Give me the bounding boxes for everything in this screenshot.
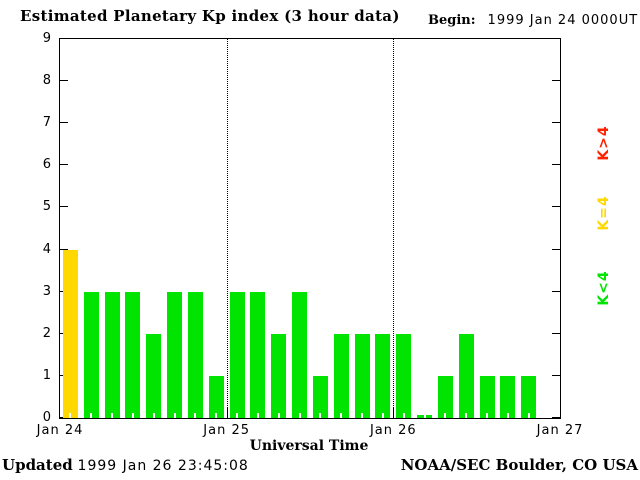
credit-text: NOAA/SEC Boulder, CO USA (400, 456, 638, 474)
updated-label: Updated (2, 456, 73, 474)
x-axis-minor-tick (152, 413, 155, 418)
y-tick-label: 0 (42, 410, 52, 425)
x-axis-minor-tick (215, 413, 218, 418)
kp-bar (62, 249, 78, 418)
kp-bar (396, 333, 412, 418)
updated-value: 1999 Jan 26 23:45:08 (77, 458, 249, 474)
x-axis-major-tick (393, 408, 395, 418)
day-boundary-gridline (226, 39, 228, 418)
kp-bar (312, 375, 328, 418)
kp-bar (83, 291, 99, 418)
y-tick-label: 5 (42, 199, 52, 215)
begin-value: 1999 Jan 24 0000UT (487, 13, 639, 28)
y-axis-tick (552, 164, 560, 166)
x-axis-minor-tick (194, 413, 197, 418)
legend-k-equal-4: K=4 (596, 195, 612, 231)
kp-bar (271, 333, 287, 418)
kp-bar (500, 375, 516, 418)
x-axis-minor-tick (173, 413, 176, 418)
x-axis-minor-tick (465, 413, 468, 418)
y-tick-label: 8 (42, 73, 52, 89)
x-axis-minor-tick (527, 413, 530, 418)
kp-bar (437, 375, 453, 418)
kp-bar (104, 291, 120, 418)
y-tick-label: 1 (42, 367, 52, 383)
x-axis-minor-tick (361, 413, 364, 418)
chart-title: Estimated Planetary Kp index (3 hour dat… (20, 7, 400, 25)
y-axis-tick (552, 206, 560, 208)
x-axis-minor-tick (340, 413, 343, 418)
kp-bar (333, 333, 349, 418)
y-axis-tick (60, 80, 68, 82)
x-axis-minor-tick (506, 413, 509, 418)
y-tick-label: 2 (42, 325, 52, 341)
x-axis-minor-tick (256, 413, 259, 418)
x-day-label: Jan 24 (36, 423, 84, 438)
kp-bar (229, 291, 245, 418)
x-axis-major-tick (226, 408, 228, 418)
begin-timestamp: Begin: 1999 Jan 24 0000UT (428, 13, 638, 28)
x-axis-minor-tick (277, 413, 280, 418)
kp-bar (354, 333, 370, 418)
x-axis-minor-tick (90, 413, 93, 418)
y-axis-tick (60, 122, 68, 124)
y-tick-label: 4 (42, 241, 52, 257)
legend-k-below-4: K<4 (596, 270, 612, 306)
x-axis-minor-tick (444, 413, 447, 418)
x-axis-minor-tick (319, 413, 322, 418)
y-axis-tick (60, 164, 68, 166)
kp-bar (146, 333, 162, 418)
updated-timestamp: Updated 1999 Jan 26 23:45:08 (2, 456, 249, 474)
y-axis-tick (552, 122, 560, 124)
y-axis-tick (60, 248, 68, 250)
y-axis-tick (60, 206, 68, 208)
y-tick-label: 7 (42, 115, 52, 131)
y-axis-tick (552, 332, 560, 334)
x-day-label: Jan 27 (536, 423, 584, 438)
x-axis-minor-tick (236, 413, 239, 418)
kp-bar (521, 375, 537, 418)
x-axis-minor-tick (423, 413, 426, 418)
kp-bar (479, 375, 495, 418)
kp-bar (375, 333, 391, 418)
day-boundary-gridline (393, 39, 395, 418)
y-axis-tick (60, 38, 68, 39)
kp-bar (458, 333, 474, 418)
x-axis-minor-tick (486, 413, 489, 418)
x-axis-minor-tick (131, 413, 134, 418)
x-axis-minor-tick (298, 413, 301, 418)
legend-k-above-4: K>4 (596, 125, 612, 161)
y-tick-label: 9 (42, 31, 52, 46)
kp-bar (292, 291, 308, 418)
y-tick-label: 6 (42, 157, 52, 173)
x-day-label: Jan 25 (203, 423, 251, 438)
kp-bar (250, 291, 266, 418)
kp-bar (167, 291, 183, 418)
kp-bar (125, 291, 141, 418)
x-axis-minor-tick (402, 413, 405, 418)
begin-label: Begin: (428, 13, 476, 28)
x-day-label: Jan 26 (369, 423, 417, 438)
y-axis-tick (552, 417, 560, 418)
y-axis-tick (552, 290, 560, 292)
plot-area: 0 1 2 3 4 5 6 7 8 9 Jan 24 Jan 25 Jan 26 Jan 27 (37, 31, 583, 438)
y-axis-tick (552, 38, 560, 39)
x-axis-minor-tick (69, 413, 72, 418)
kp-bar (187, 291, 203, 418)
y-axis-tick (552, 80, 560, 82)
x-axis-minor-tick (111, 413, 114, 418)
y-tick-label: 3 (42, 283, 52, 299)
x-axis-minor-tick (381, 413, 384, 418)
x-axis-title: Universal Time (249, 438, 369, 454)
kp-bar (208, 375, 224, 418)
y-axis-tick (552, 374, 560, 376)
y-axis-tick (552, 248, 560, 250)
